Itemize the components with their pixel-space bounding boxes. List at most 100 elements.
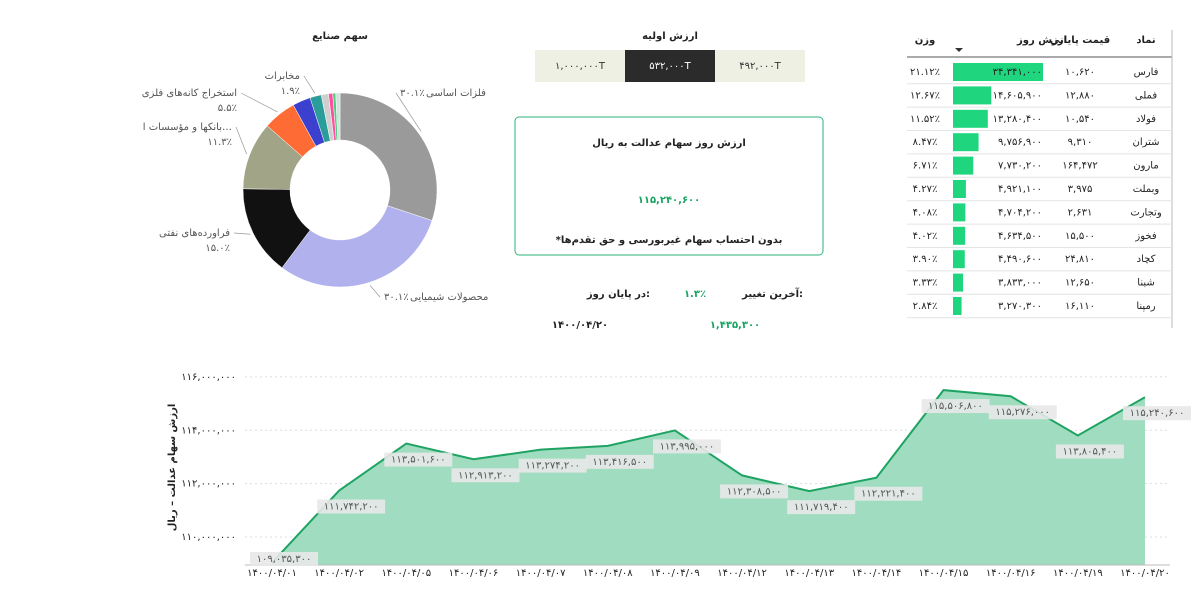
table-cell: ۱۲,۶۵۰ — [1065, 278, 1095, 289]
x-tick-label: ۱۴۰۰/۰۴/۰۹ — [650, 568, 700, 579]
x-tick-label: ۱۴۰۰/۰۴/۰۶ — [449, 568, 499, 579]
segment-value: ۳۰.۱٪ — [400, 88, 425, 99]
value-label-box — [1055, 444, 1124, 459]
value-bar — [953, 203, 966, 222]
value-bar — [953, 133, 979, 152]
value-label-box — [854, 486, 923, 501]
value-bar — [953, 180, 966, 198]
kpi-note: *بدون احتساب سهام غیربورسی و حق تقدم‌ها — [556, 235, 783, 246]
table-header: وزن — [915, 35, 936, 46]
value-label: ۱۱۱,۷۱۹,۴۰۰ — [794, 502, 849, 513]
table-cell: ۴,۶۳۴,۵۰۰ — [998, 231, 1042, 242]
table-cell: ۷,۷۳۰,۲۰۰ — [998, 161, 1042, 172]
leader-line — [395, 92, 422, 132]
close-value: ۱,۴۳۵,۳۰۰ — [710, 320, 760, 331]
segment-label: محصولات شیمیایی — [410, 292, 488, 303]
change-value: ۱.۳٪ — [684, 289, 706, 300]
x-tick-label: ۱۴۰۰/۰۴/۱۹ — [1053, 568, 1103, 579]
table-cell: ۱۶۴,۴۷۲ — [1062, 161, 1097, 172]
table-header: ارزش روز — [1016, 35, 1067, 46]
x-tick-label: ۱۴۰۰/۰۴/۱۲ — [717, 568, 767, 579]
value-button-label[interactable]: ۴۹۲,۰۰۰T — [739, 61, 781, 72]
close-label: در پایان روز: — [586, 289, 650, 300]
table-cell: فولاد — [1136, 114, 1156, 125]
table-header: قیمت پایانی — [1050, 35, 1110, 46]
segment-label: بانکها و مؤسسات ا… — [143, 122, 232, 133]
segment-value: ۱۵.۰٪ — [205, 243, 230, 254]
table-cell: وبملت — [1133, 184, 1160, 195]
table-cell: ۱۰,۵۴۰ — [1065, 114, 1095, 125]
table-cell: ۶.۷۱٪ — [913, 161, 938, 172]
segment-label: فلزات اساسی — [426, 88, 486, 99]
value-label: ۱۱۳,۲۷۴,۲۰۰ — [525, 461, 580, 472]
value-label-box — [518, 458, 587, 473]
table-cell: ۱۲.۶۷٪ — [910, 90, 940, 101]
table-cell: ۱۲,۸۸۰ — [1065, 90, 1095, 101]
donut-segment — [339, 92, 438, 221]
table-cell: شبنا — [1137, 278, 1154, 289]
value-bar — [953, 226, 966, 245]
leader-line — [233, 232, 251, 235]
x-tick-label: ۱۴۰۰/۰۴/۰۷ — [516, 568, 566, 579]
table-cell: ۸.۴۷٪ — [913, 137, 938, 148]
table-cell: ۲.۸۴٪ — [913, 301, 938, 312]
value-label-box — [384, 452, 453, 467]
value-label: ۱۱۳,۸۰۵,۴۰۰ — [1062, 446, 1117, 457]
value-bar — [953, 297, 962, 315]
value-bar — [953, 250, 965, 269]
value-label: ۱۰۹,۰۳۵,۳۰۰ — [257, 554, 312, 565]
segment-value: ۱۱.۳٪ — [207, 137, 232, 148]
leader-line — [303, 75, 316, 94]
segment-value: ۵.۵٪ — [218, 103, 237, 114]
table-cell: ۱۰,۶۲۰ — [1065, 67, 1095, 78]
table-cell: ۳.۳۳٪ — [913, 278, 938, 289]
leader-line — [240, 92, 278, 113]
table-cell: رمپنا — [1136, 301, 1155, 312]
value-button[interactable] — [535, 50, 625, 82]
value-label-box — [451, 468, 520, 483]
table-cell: ۳.۹۰٪ — [913, 254, 938, 265]
value-label: ۱۱۲,۳۰۸,۵۰۰ — [727, 486, 782, 497]
value-button-label[interactable]: ۱,۰۰۰,۰۰۰T — [555, 61, 606, 72]
value-label: ۱۱۳,۵۰۱,۶۰۰ — [391, 455, 446, 466]
area-fill — [272, 390, 1145, 565]
x-tick-label: ۱۴۰۰/۰۴/۲۰ — [1120, 568, 1170, 579]
value-button-label[interactable]: ۵۳۲,۰۰۰T — [649, 61, 691, 72]
value-button[interactable] — [715, 50, 805, 82]
table-cell: ۳,۹۷۵ — [1068, 184, 1093, 195]
table-cell: ۲۴,۸۱۰ — [1065, 254, 1095, 265]
table-cell: فملی — [1135, 90, 1157, 101]
value-bar — [953, 109, 988, 128]
y-tick-label: ۱۱۰,۰۰۰,۰۰۰ — [181, 532, 236, 543]
value-label: ۱۱۱,۷۴۲,۲۰۰ — [324, 502, 379, 513]
kpi-value: ۱۱۵,۲۴۰,۶۰۰ — [638, 195, 701, 206]
x-tick-label: ۱۴۰۰/۰۴/۰۱ — [247, 568, 297, 579]
value-button[interactable] — [625, 50, 715, 82]
x-tick-label: ۱۴۰۰/۰۴/۰۲ — [314, 568, 364, 579]
x-tick-label: ۱۴۰۰/۰۴/۰۵ — [381, 568, 431, 579]
table-header: نماد — [1136, 35, 1155, 46]
table-cell: ۱۱.۵۲٪ — [910, 114, 940, 125]
kpi-card — [514, 116, 824, 256]
x-tick-label: ۱۴۰۰/۰۴/۱۶ — [986, 568, 1036, 579]
value-label: ۱۱۵,۲۴۰,۶۰۰ — [1130, 408, 1185, 419]
value-label-box — [988, 405, 1057, 420]
value-label-box — [652, 439, 721, 454]
table-cell: شتران — [1132, 137, 1159, 148]
table-cell: فارس — [1134, 67, 1159, 78]
value-label-box — [317, 499, 386, 514]
value-label: ۱۱۳,۹۹۵,۰۰۰ — [660, 441, 715, 452]
value-bar — [953, 273, 964, 292]
leader-line — [235, 126, 248, 155]
table-cell: ۱۵,۵۰۰ — [1065, 231, 1095, 242]
y-tick-label: ۱۱۲,۰۰۰,۰۰۰ — [181, 479, 236, 490]
table-cell: ۴.۰۸٪ — [913, 207, 938, 218]
value-label: ۱۱۵,۲۷۶,۰۰۰ — [995, 407, 1050, 418]
value-label-box — [1123, 406, 1191, 421]
change-label: آخرین تغییر: — [741, 287, 803, 300]
table-cell: وتجارت — [1130, 207, 1162, 218]
table-cell: ۴.۲۷٪ — [913, 184, 938, 195]
table-cell: ۹,۳۱۰ — [1068, 137, 1093, 148]
x-tick-label: ۱۴۰۰/۰۴/۱۵ — [919, 568, 969, 579]
